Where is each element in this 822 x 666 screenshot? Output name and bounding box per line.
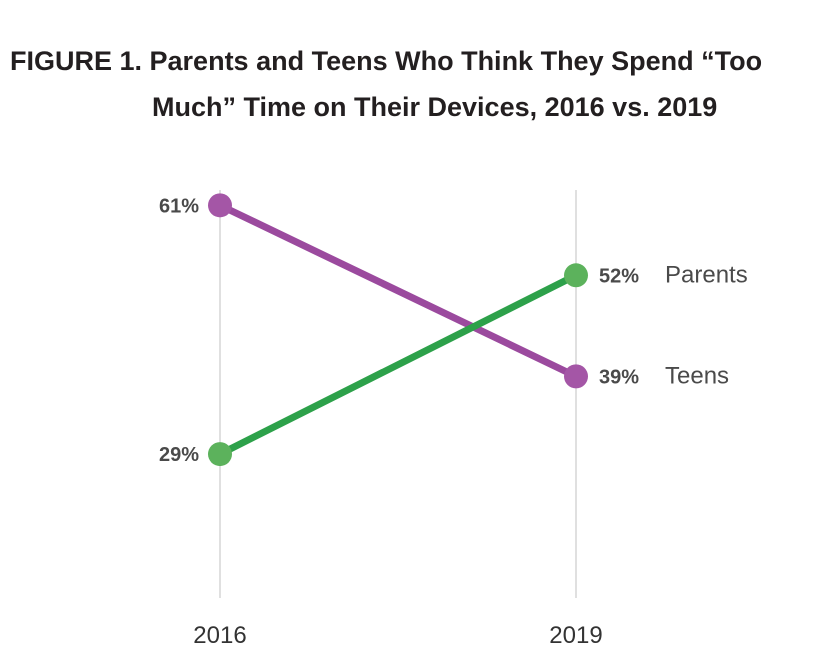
teens-value-label-2016: 61% bbox=[159, 195, 199, 217]
teens-value-label-2019: 39% bbox=[599, 366, 639, 388]
parents-value-label-2019: 52% bbox=[599, 265, 639, 287]
gridlines bbox=[219, 190, 577, 598]
chart-title-line-2: Much” Time on Their Devices, 2016 vs. 20… bbox=[152, 92, 718, 122]
teens-series-line bbox=[216, 201, 580, 380]
teens-marker-2016 bbox=[208, 193, 232, 218]
teens-marker-2019 bbox=[564, 364, 588, 389]
parents-value-label-2016: 29% bbox=[159, 444, 199, 466]
parents-marker-2016 bbox=[208, 442, 232, 467]
x-tick-label-2019: 2019 bbox=[549, 622, 602, 649]
labels: 61% 39% Teens 29% 52% Parents bbox=[159, 195, 748, 466]
x-axis: 2016 2019 bbox=[193, 622, 602, 649]
teens-series-label: Teens bbox=[665, 362, 729, 389]
x-tick-label-2016: 2016 bbox=[193, 622, 246, 649]
markers bbox=[208, 193, 588, 467]
chart-title-line-1: FIGURE 1. Parents and Teens Who Think Th… bbox=[10, 46, 763, 76]
chart-title: FIGURE 1. Parents and Teens Who Think Th… bbox=[0, 38, 822, 130]
parents-series-label: Parents bbox=[665, 261, 748, 288]
parents-series-line bbox=[216, 271, 580, 458]
series-lines bbox=[216, 201, 580, 458]
parents-marker-2019 bbox=[564, 263, 588, 288]
